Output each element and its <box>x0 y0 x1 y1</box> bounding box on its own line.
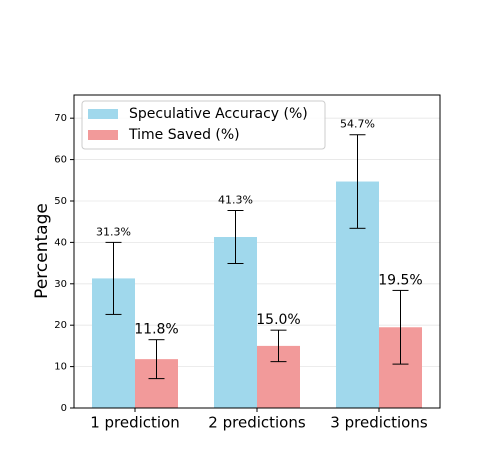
value-label: 11.8% <box>134 322 178 338</box>
value-label: 54.7% <box>340 118 375 131</box>
y-tick-label: 40 <box>54 237 67 248</box>
y-tick-label: 60 <box>54 155 67 166</box>
value-label: 41.3% <box>218 194 253 207</box>
legend-swatch <box>88 109 118 119</box>
legend-label: Speculative Accuracy (%) <box>129 106 308 122</box>
x-tick-label: 1 prediction <box>90 414 180 432</box>
x-tick-label: 2 predictions <box>208 414 306 432</box>
error-bar <box>148 339 165 380</box>
y-tick-label: 10 <box>54 362 67 373</box>
x-tick-label: 3 predictions <box>330 414 428 432</box>
error-bar <box>270 329 287 363</box>
y-tick-label: 70 <box>54 113 67 124</box>
legend-box <box>81 100 326 150</box>
y-axis-label: Percentage <box>32 203 52 299</box>
error-bar <box>392 289 409 365</box>
value-label: 15.0% <box>256 312 300 328</box>
y-tick-label: 20 <box>54 320 67 331</box>
value-label: 31.3% <box>96 225 131 238</box>
legend-swatch <box>88 130 118 140</box>
plot-frame <box>73 94 441 409</box>
y-tick-label: 0 <box>61 403 67 414</box>
y-tick-label: 30 <box>54 279 67 290</box>
value-label: 19.5% <box>378 272 422 288</box>
error-bar <box>349 134 366 229</box>
error-bar <box>227 210 244 265</box>
error-bar <box>105 241 122 315</box>
legend-label: Time Saved (%) <box>128 127 240 143</box>
bar <box>214 237 257 408</box>
y-tick-label: 50 <box>54 196 67 207</box>
